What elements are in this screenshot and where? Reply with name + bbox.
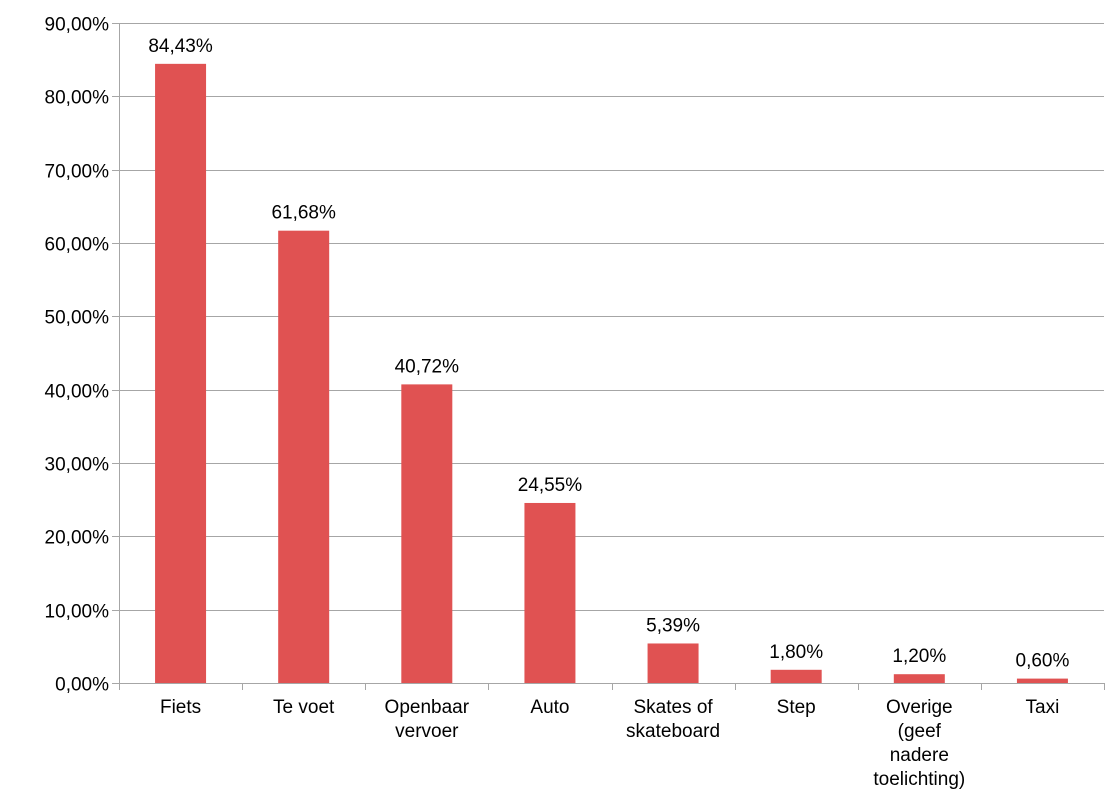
bar	[401, 384, 453, 683]
x-category-label: Te voet	[273, 697, 335, 718]
y-tick-label: 10,00%	[45, 602, 110, 623]
x-category-label-line: Taxi	[1026, 697, 1060, 718]
bar	[1016, 678, 1068, 683]
axes	[112, 23, 1105, 690]
y-tick-label: 70,00%	[45, 162, 110, 183]
bar	[524, 502, 576, 683]
x-category-label: Skates of skateboard	[626, 697, 720, 742]
bar	[278, 230, 330, 683]
data-label: 40,72%	[395, 356, 460, 377]
y-tick-label: 50,00%	[45, 308, 110, 329]
gridlines	[119, 23, 1104, 611]
x-category-label-line: toelichting)	[873, 769, 965, 790]
bars	[155, 63, 1068, 683]
y-tick-label: 30,00%	[45, 455, 110, 476]
y-tick-label: 40,00%	[45, 382, 110, 403]
x-category-label-line: Skates of	[633, 697, 713, 718]
data-label: 61,68%	[271, 203, 336, 224]
x-category-label-line: Openbaar	[385, 697, 470, 718]
x-category-label: Fiets	[160, 697, 201, 718]
y-tick-label: 60,00%	[45, 235, 110, 256]
bar	[893, 674, 945, 683]
y-tick-label: 0,00%	[55, 675, 109, 696]
x-category-label: Taxi	[1026, 697, 1060, 718]
y-tick-label: 80,00%	[45, 88, 110, 109]
data-label: 0,60%	[1016, 651, 1070, 672]
x-category-label-line: Auto	[530, 697, 569, 718]
x-category-label: Overige (geef nadere toelichting)	[873, 697, 965, 790]
y-tick-label: 90,00%	[45, 15, 110, 36]
data-label: 5,39%	[646, 615, 700, 636]
data-label: 24,55%	[518, 475, 583, 496]
x-category-label: Step	[777, 697, 816, 718]
data-label: 84,43%	[148, 36, 213, 57]
x-category-label-line: (geef	[898, 721, 942, 742]
x-category-label-line: vervoer	[395, 721, 459, 742]
bar	[770, 669, 822, 683]
bar	[647, 643, 699, 683]
x-category-label-line: Fiets	[160, 697, 201, 718]
x-category-label-line: Overige	[886, 697, 953, 718]
data-label: 1,20%	[892, 646, 946, 667]
data-label: 1,80%	[769, 642, 823, 663]
x-category-label: Openbaar vervoer	[385, 697, 470, 742]
bar	[155, 63, 207, 683]
x-category-label: Auto	[530, 697, 569, 718]
x-category-label-line: Step	[777, 697, 816, 718]
x-category-label-line: skateboard	[626, 721, 720, 742]
x-category-label-line: Te voet	[273, 697, 335, 718]
x-category-label-line: nadere	[890, 745, 949, 766]
y-tick-label: 20,00%	[45, 528, 110, 549]
labels: 0,00% 10,00% 20,00% 30,00% 40,00% 50,00% 60,00…	[45, 15, 1070, 791]
